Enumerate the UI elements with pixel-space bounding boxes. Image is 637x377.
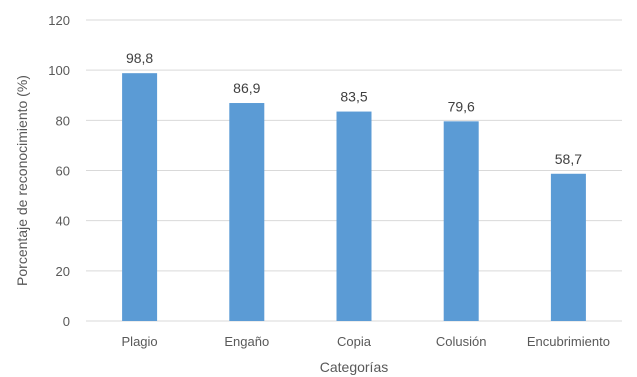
bar: [550, 173, 586, 321]
x-axis-title: Categorías: [320, 359, 388, 375]
data-label: 79,6: [448, 98, 475, 114]
category-label: Copia: [337, 334, 372, 349]
data-label: 58,7: [555, 151, 582, 167]
y-tick-label: 120: [48, 13, 70, 28]
y-tick-label: 0: [63, 314, 70, 329]
bars: [122, 73, 586, 321]
bar: [336, 111, 372, 321]
data-label: 86,9: [233, 80, 260, 96]
y-tick-label: 60: [56, 164, 70, 179]
category-label: Engaño: [224, 334, 269, 349]
y-axis-title: Porcentaje de reconocimiento (%): [14, 75, 30, 286]
y-axis-ticks: 0 20 40 60 80 100 120: [48, 13, 70, 329]
data-labels: 98,8 86,9 83,5 79,6 58,7: [126, 50, 582, 167]
y-tick-label: 40: [56, 214, 70, 229]
bar: [443, 121, 479, 321]
y-tick-label: 100: [48, 63, 70, 78]
category-label: Plagio: [122, 334, 158, 349]
data-label: 98,8: [126, 50, 153, 66]
category-label: Encubrimiento: [527, 334, 610, 349]
bar: [229, 103, 265, 321]
data-label: 83,5: [340, 89, 367, 105]
y-tick-label: 20: [56, 264, 70, 279]
x-axis-categories: Plagio Engaño Copia Colusión Encubrimiento: [122, 334, 610, 349]
category-label: Colusión: [436, 334, 487, 349]
bar: [122, 73, 158, 321]
y-tick-label: 80: [56, 113, 70, 128]
